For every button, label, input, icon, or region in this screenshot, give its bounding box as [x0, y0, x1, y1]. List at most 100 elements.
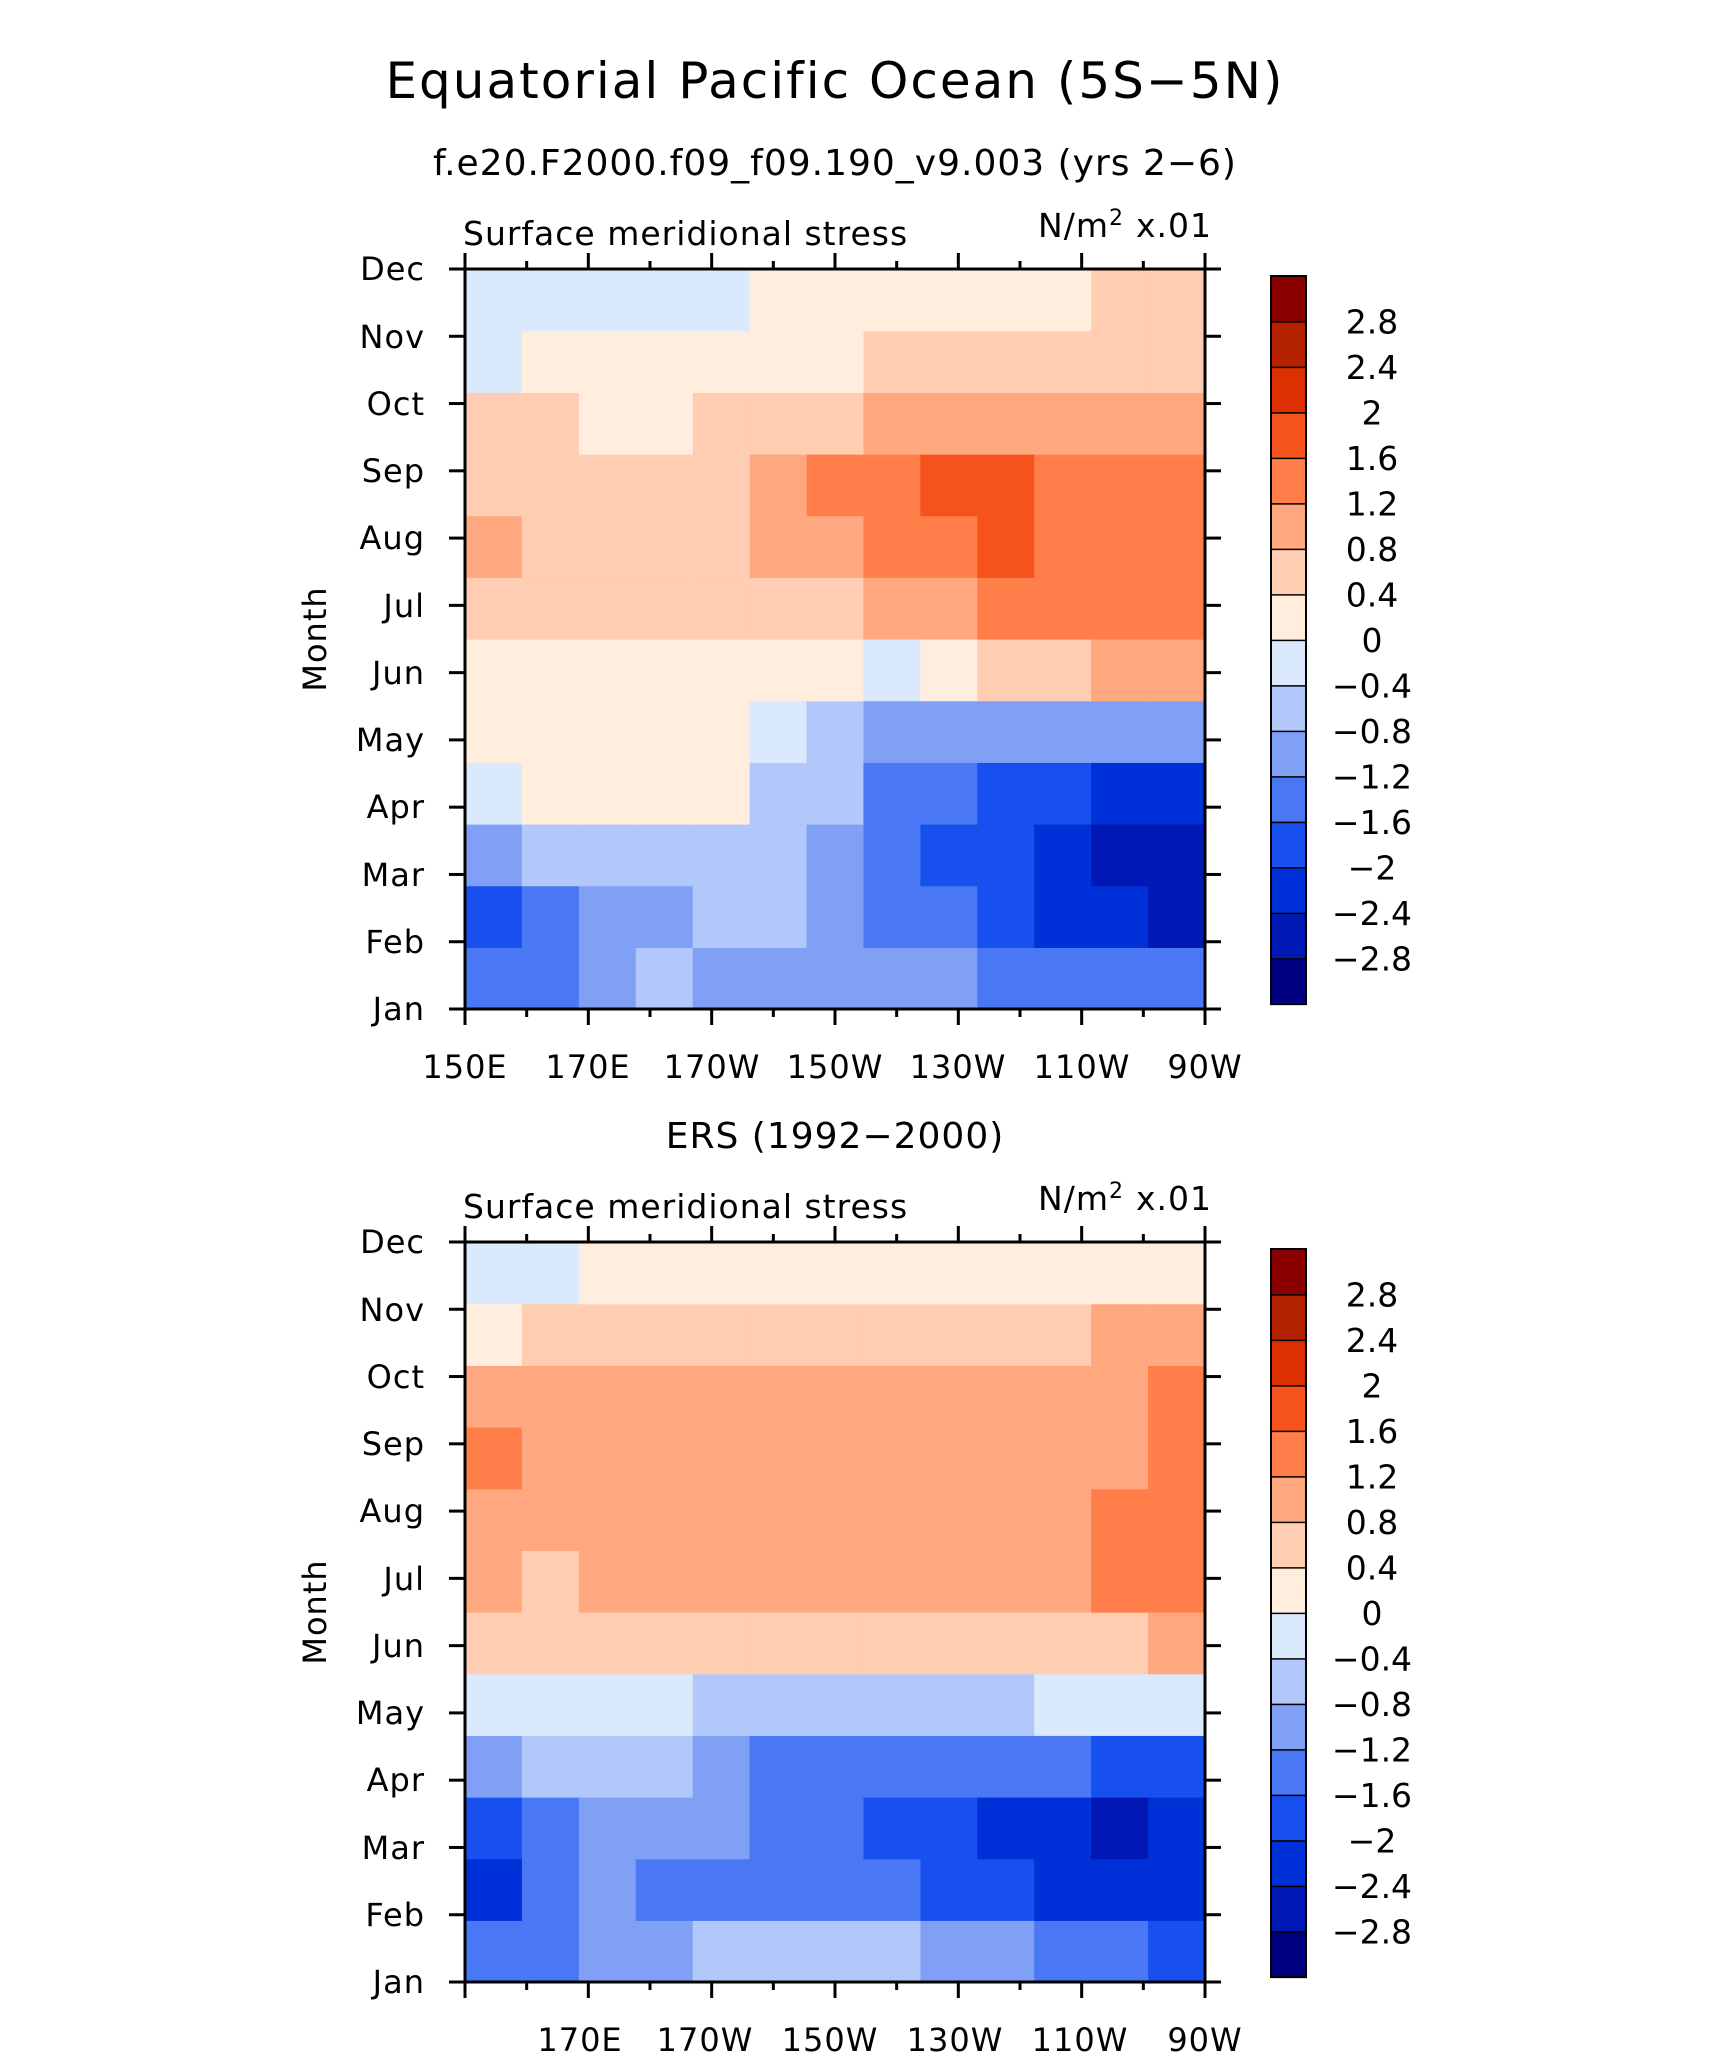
- panel1-cell-may-150: [465, 700, 523, 763]
- panel1-cell-oct-250: [1034, 392, 1092, 455]
- panel2-cell-nov-260: [1091, 1303, 1149, 1366]
- panel1-cell-may-270: [1148, 700, 1206, 763]
- panel1-cell-jan-220: [863, 947, 921, 1010]
- panel2-cell-jun-150: [465, 1612, 523, 1675]
- panel1-y-tick-labels: Jan Feb Mar Apr May Jun Jul Aug Sep Oct …: [356, 250, 425, 1028]
- panel1-cell-apr-240: [977, 762, 1035, 825]
- panel2-cell-feb-180: [635, 1858, 694, 1921]
- panel1-colorbar-label: −0.4: [1332, 667, 1412, 706]
- panel1-colorbar-box: [1270, 548, 1307, 596]
- panel2-cell-feb-270: [1148, 1858, 1206, 1921]
- panel1-cell-aug-250: [1034, 515, 1092, 578]
- panel2-heatmap: [465, 1242, 1206, 1983]
- panel1-ytick-mar: Mar: [362, 856, 425, 894]
- panel2-cell-mar-270: [1148, 1797, 1206, 1860]
- panel1-colorbar-box: [1270, 502, 1307, 551]
- panel1-colorbar-label: 2: [1362, 394, 1383, 433]
- panel1-cell-jan-210: [806, 947, 865, 1010]
- panel2-cell-apr-270: [1148, 1735, 1206, 1798]
- panel2-cell-jan-200: [749, 1920, 808, 1983]
- panel2-cell-oct-220: [863, 1365, 921, 1428]
- panel1-cell-jul-220: [863, 577, 921, 640]
- panel2-cell-nov-270: [1148, 1303, 1206, 1366]
- panel1-cell-oct-240: [977, 392, 1035, 455]
- panel2-cell-oct-200: [749, 1365, 808, 1428]
- panel1-cell-mar-250: [1034, 824, 1092, 887]
- panel2-colorbar-box: [1270, 1794, 1307, 1842]
- panel1-cell-dec-210: [806, 269, 865, 332]
- panel1-cell-feb-250: [1034, 885, 1092, 948]
- panel2-cell-jun-260: [1091, 1612, 1149, 1675]
- panel2-cell-oct-180: [635, 1365, 694, 1428]
- panel2-cell-mar-240: [977, 1797, 1035, 1860]
- panel2-cell-jul-150: [465, 1550, 523, 1613]
- panel1-ytick-may: May: [356, 721, 425, 759]
- panel1-cell-aug-220: [863, 515, 921, 578]
- panel1-cell-jan-200: [749, 947, 808, 1010]
- panel2-cell-dec-150: [465, 1242, 523, 1305]
- panel1-cell-mar-240: [977, 824, 1035, 887]
- panel2-colorbar-label: −0.4: [1332, 1640, 1412, 1679]
- panel1-xtick-90w: 90W: [1167, 1048, 1242, 1086]
- panel1-cell-feb-150: [465, 885, 523, 948]
- panel2-cell-mar-260: [1091, 1797, 1149, 1860]
- panel2-cell-apr-260: [1091, 1735, 1149, 1798]
- panel2-cell-jul-200: [749, 1550, 808, 1613]
- panel1-cell-jan-190: [692, 947, 751, 1010]
- panel1-cell-mar-270: [1148, 824, 1206, 887]
- panel1-cell-oct-230: [920, 392, 978, 455]
- panel1-cell-jan-170: [578, 947, 637, 1010]
- panel1-cell-sep-260: [1091, 454, 1149, 517]
- panel1-cell-jan-150: [465, 947, 523, 1010]
- panel1-x-tick-labels: 150E 170E 170W 150W 130W 110W 90W: [422, 1048, 1242, 1086]
- panel2-cell-dec-180: [635, 1242, 694, 1305]
- panel2-cell-may-230: [920, 1673, 978, 1736]
- panel2-cell-sep-190: [692, 1427, 751, 1490]
- panel1-cell-nov-200: [749, 330, 808, 393]
- panel1-cell-dec-150: [465, 269, 523, 332]
- panel1-cell-sep-150: [465, 454, 523, 517]
- panel1-ytick-oct: Oct: [367, 385, 425, 423]
- panel2-cell-apr-190: [692, 1735, 751, 1798]
- panel2-cell-dec-210: [806, 1242, 865, 1305]
- panel2-cell-mar-190: [692, 1797, 751, 1860]
- panel1-cell-mar-150: [465, 824, 523, 887]
- panel2-colorbar-label: 2: [1362, 1367, 1383, 1406]
- panel1-ytick-jan: Jan: [371, 990, 425, 1028]
- panel1-cell-jan-250: [1034, 947, 1092, 1010]
- panel2-colorbar-label: 0: [1362, 1594, 1383, 1633]
- panel2-cell-nov-250: [1034, 1303, 1092, 1366]
- panel2-cell-feb-240: [977, 1858, 1035, 1921]
- panel2-cell-mar-200: [749, 1797, 808, 1860]
- panel1-ytick-sep: Sep: [362, 452, 425, 490]
- panel1-cell-jun-260: [1091, 639, 1149, 702]
- panel1-cell-mar-170: [578, 824, 637, 887]
- panel2-cell-may-200: [749, 1673, 808, 1736]
- panel1-colorbar-box: [1270, 320, 1307, 369]
- panel2-ytick-feb: Feb: [365, 1896, 425, 1934]
- panel1-cell-oct-170: [578, 392, 637, 455]
- panel1-cell-feb-200: [749, 885, 808, 948]
- panel2-cell-jul-170: [578, 1550, 637, 1613]
- panel2-cell-apr-200: [749, 1735, 808, 1798]
- panel2-cell-oct-270: [1148, 1365, 1206, 1428]
- panel2-cell-mar-170: [578, 1797, 637, 1860]
- panel2-colorbar-box: [1270, 1475, 1307, 1524]
- panel1-ytick-jun: Jun: [370, 654, 425, 692]
- panel2-cell-sep-160: [521, 1427, 580, 1490]
- panel1-cell-mar-260: [1091, 824, 1149, 887]
- panel2-colorbar-label: −1.6: [1332, 1776, 1412, 1815]
- panel1-colorbar-box: [1270, 957, 1307, 1006]
- panel2-cell-jun-230: [920, 1612, 978, 1675]
- panel2-colorbar-box: [1270, 1384, 1307, 1433]
- panel1-cell-sep-240: [977, 454, 1035, 517]
- panel1-colorbar-label: 0: [1362, 621, 1383, 660]
- panel2-cell-jan-260: [1091, 1920, 1149, 1983]
- panel2-cell-nov-180: [635, 1303, 694, 1366]
- panel2-cell-oct-240: [977, 1365, 1035, 1428]
- panel2-cell-apr-150: [465, 1735, 523, 1798]
- panel2-cell-may-260: [1091, 1673, 1149, 1736]
- panel2-cell-mar-220: [863, 1797, 921, 1860]
- panel1-cell-feb-190: [692, 885, 751, 948]
- panel1-cell-dec-160: [521, 269, 580, 332]
